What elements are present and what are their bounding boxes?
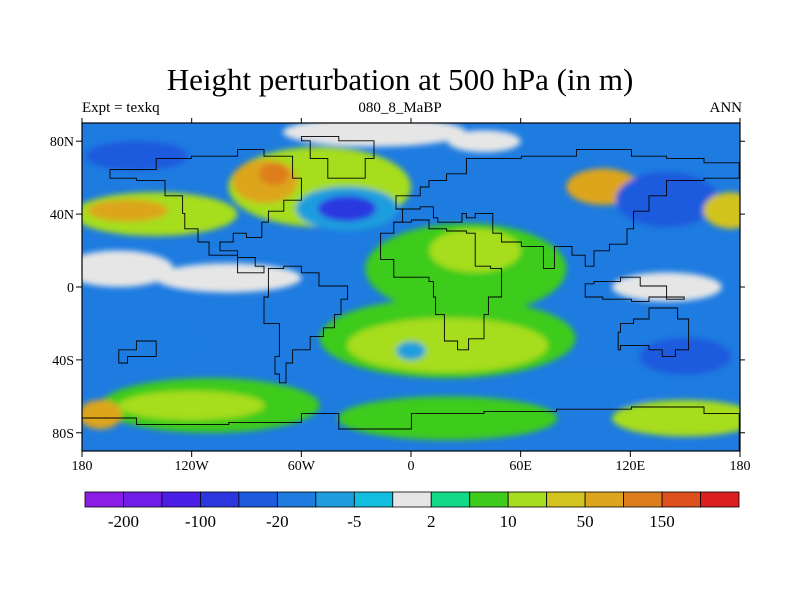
season-label: ANN [709,100,743,116]
x-tick-label: 0 [408,459,415,474]
colorbar-label: 50 [577,512,594,531]
field-blob [85,141,189,171]
field-blob [396,341,426,360]
colorbar-swatch [584,491,624,508]
colorbar-swatch [507,491,548,508]
field-blob [82,250,174,287]
colorbar-swatch [200,491,240,508]
colorbar-swatch [276,491,317,508]
colorbar-swatch [661,491,701,508]
y-tick-label: 40N [50,208,74,223]
field-blob [82,399,123,430]
coastline-path [263,265,349,384]
coastlines [82,135,740,451]
x-tick-label: 120W [175,459,210,474]
colorbar-swatch [430,491,471,508]
field-blob [520,372,667,402]
y-tick-label: 80S [52,427,74,442]
x-tick-label: 120E [616,459,646,474]
colorbar-swatch [469,491,509,508]
field-blob [612,399,740,437]
plot-title: Height perturbation at 500 hPa (in m) [166,62,634,97]
colorbar-swatch [238,491,278,508]
field-blob [615,172,719,227]
height-perturbation-field [82,123,740,451]
coastline-path [380,219,503,351]
coastline-path [393,149,740,269]
field-blob [447,130,521,153]
experiment-label: Expt = texkq [82,100,160,116]
field-blob [259,163,289,185]
field-blob [155,263,302,293]
field-blob [118,390,265,421]
colorbar-swatch [353,491,394,508]
x-tick-label: 180 [72,459,93,474]
colorbar-swatch [84,491,124,508]
coastline-path [82,406,740,451]
field-blob [87,199,168,222]
field-blob [703,192,740,229]
coastline-path [584,276,685,302]
colorbar-swatch [546,491,586,508]
x-tick-label: 60E [509,459,532,474]
coastline-path [617,307,690,357]
field-blob [317,195,377,222]
colorbar-label: 2 [427,512,436,531]
field-blob [347,317,549,373]
field-blob [639,338,731,375]
field-blob [337,396,558,441]
coastline-path [109,149,302,274]
colorbar-swatch [315,491,355,508]
coastline-path [118,340,157,364]
colorbar-swatch [623,491,663,508]
x-tick-label: 180 [730,459,751,474]
colorbar-swatch [392,491,432,508]
colorbar-swatch [161,491,201,508]
y-tick-label: 0 [67,281,74,296]
colorbar-label: -20 [266,512,289,531]
colorbar-label: -200 [108,512,139,531]
y-tick-label: 80N [50,135,74,150]
axis-ticks: 180 120W 60W 0 60E 120E 180 80N 40N 0 40S 80S [50,118,751,474]
period-label: 080_8_MaBP [358,100,442,116]
y-tick-label: 40S [52,354,74,369]
colorbar-label: 10 [500,512,517,531]
colorbar-label: 150 [649,512,675,531]
colorbar-swatch [123,491,163,508]
colorbar-label: -100 [185,512,216,531]
colorbar: -200 -100 -20 -5 2 10 50 150 [84,491,740,531]
colorbar-swatch [700,491,740,508]
colorbar-label: -5 [347,512,361,531]
field-blob [283,123,466,147]
coastline-path [300,135,375,179]
x-tick-label: 60W [288,459,316,474]
